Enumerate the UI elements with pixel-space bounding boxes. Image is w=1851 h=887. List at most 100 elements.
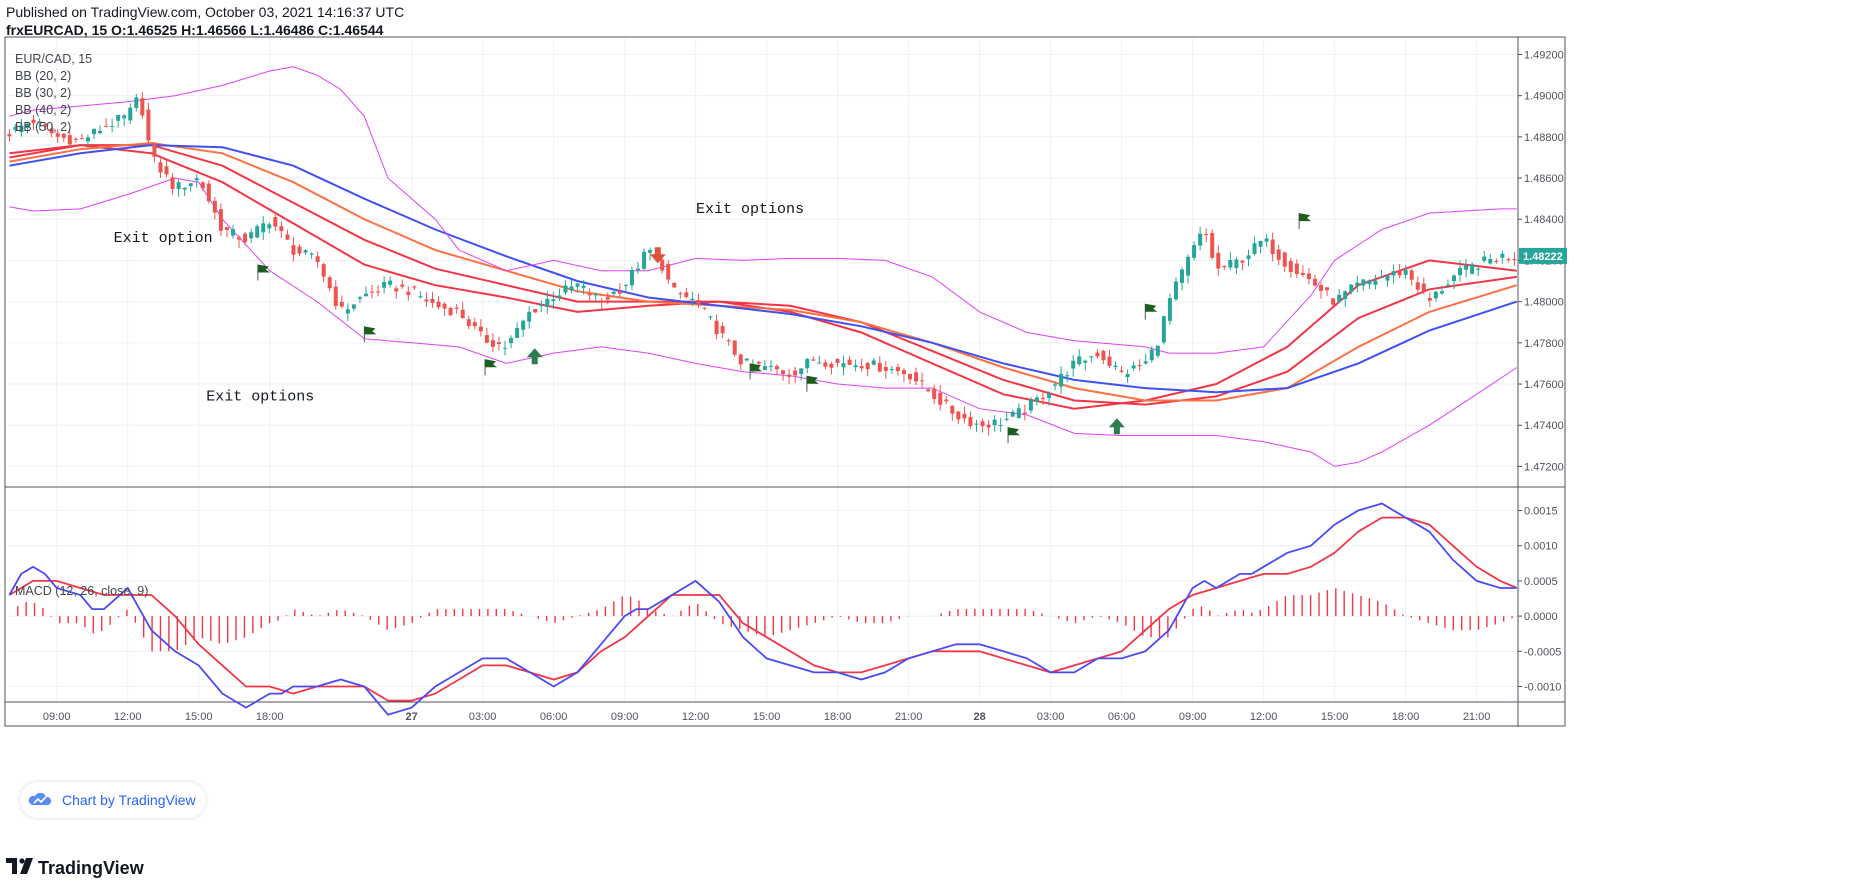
y-tick-label: 1.47200: [1524, 461, 1564, 473]
candle-body: [1155, 345, 1160, 356]
candle-body: [309, 253, 314, 255]
candle-body: [291, 245, 296, 255]
candle-body: [696, 299, 701, 304]
candle-body: [1234, 259, 1239, 269]
candle-body: [1222, 266, 1227, 268]
candle-body: [1482, 256, 1487, 261]
candle-body: [1216, 252, 1221, 269]
candle-body: [1258, 240, 1263, 247]
annotations: Exit option Exit options Exit options: [114, 201, 804, 405]
candle-body: [974, 423, 979, 425]
candle-body: [762, 366, 767, 370]
candle-body: [950, 405, 955, 414]
candle-body: [430, 298, 435, 303]
current-price-label: 1.48222: [1523, 251, 1563, 263]
candle-body: [1445, 284, 1450, 286]
candle-body: [1228, 260, 1233, 268]
candle-body: [194, 178, 199, 181]
candle-body: [339, 301, 344, 307]
grid-lines: [7, 38, 1518, 702]
candle-body: [956, 411, 961, 420]
candle-body: [629, 270, 634, 286]
candle-body: [672, 282, 677, 288]
candle-body: [1343, 291, 1348, 299]
legend-symbol: EUR/CAD, 15: [15, 52, 93, 66]
candle-body: [907, 374, 912, 380]
candle-body: [484, 335, 489, 343]
candle-body: [1331, 298, 1336, 305]
candle-body: [1047, 393, 1052, 398]
x-tick-label: 09:00: [43, 711, 71, 723]
candle-body: [998, 424, 1003, 426]
candle-body: [605, 297, 610, 300]
candle-body: [1500, 253, 1505, 258]
candle-body: [714, 320, 719, 335]
macd-pane: [8, 502, 1518, 716]
candle-body: [944, 399, 949, 402]
candle-body: [1125, 373, 1130, 378]
candle-body: [623, 284, 628, 286]
y-tick-label: 1.47600: [1524, 379, 1564, 391]
candle-body: [400, 284, 405, 287]
x-tick-label: 03:00: [469, 711, 497, 723]
macd-line: [8, 502, 1517, 716]
candle-body: [351, 304, 356, 309]
candle-body: [1270, 239, 1275, 255]
candle-body: [472, 322, 477, 327]
candle-body: [1433, 291, 1438, 299]
candle-body: [720, 326, 725, 334]
candle-body: [110, 125, 115, 127]
candle-body: [575, 283, 580, 287]
candle-body: [708, 316, 713, 318]
y-tick-label: 1.48600: [1524, 173, 1564, 185]
candle-body: [992, 419, 997, 426]
candle-body: [418, 296, 423, 298]
candle-body: [1143, 361, 1148, 364]
candle-body: [539, 304, 544, 306]
signal-markers: [257, 213, 1312, 444]
candle-body: [1373, 280, 1378, 285]
candle-body: [823, 362, 828, 367]
candle-body: [128, 107, 133, 121]
candle-body: [666, 263, 671, 280]
candle-body: [1276, 249, 1281, 260]
x-tick-label: 06:00: [540, 711, 568, 723]
candle-body: [116, 114, 121, 121]
candle-body: [7, 134, 12, 137]
candle-body: [1240, 260, 1245, 263]
candle-body: [587, 293, 592, 296]
macd-tick-label: 0.0015: [1524, 506, 1558, 518]
candle-body: [273, 217, 278, 227]
candle-body: [200, 182, 205, 189]
candle-body: [321, 264, 326, 277]
candle-body: [1101, 350, 1106, 361]
candle-body: [1385, 275, 1390, 281]
footer-tradingview-logo[interactable]: TradingView: [6, 858, 144, 879]
flag-icon: [1145, 303, 1158, 312]
bb-line: [9, 177, 1518, 467]
candle-body: [702, 307, 707, 309]
candle-body: [212, 200, 217, 213]
candle-body: [593, 294, 598, 296]
pane-frames: [4, 36, 1566, 727]
candle-body: [25, 123, 30, 128]
chart-by-tradingview-watermark[interactable]: Chart by TradingView: [20, 782, 206, 818]
candle-body: [490, 340, 495, 347]
candle-body: [1452, 275, 1457, 282]
candle-body: [914, 372, 919, 382]
macd-tick-label: -0.0005: [1524, 646, 1561, 658]
candle-body: [1337, 294, 1342, 303]
candle-body: [61, 133, 66, 138]
candle-body: [1149, 349, 1154, 361]
candle-body: [1204, 234, 1209, 236]
candle-body: [454, 307, 459, 309]
candle-body: [871, 360, 876, 365]
candle-body: [509, 337, 514, 344]
candle-body: [1131, 365, 1136, 369]
candle-body: [158, 162, 163, 173]
candle-body: [889, 369, 894, 371]
candle-body: [726, 340, 731, 342]
candle-body: [412, 286, 417, 288]
candle-body: [436, 301, 441, 308]
